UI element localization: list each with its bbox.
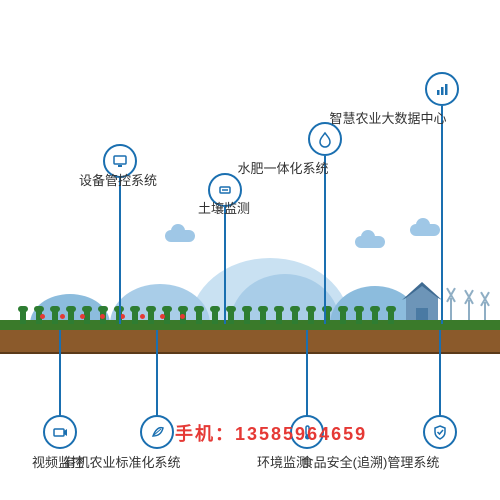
video-icon xyxy=(43,415,77,449)
connector-line xyxy=(156,330,158,418)
foodsafe-label: 食品安全(追溯)管理系统 xyxy=(301,452,440,471)
flower xyxy=(100,314,105,319)
flower xyxy=(60,314,65,319)
bigdata-icon xyxy=(425,72,459,106)
flower xyxy=(80,314,85,319)
foodsafe-icon xyxy=(423,415,457,449)
organic-label: 有机农业标准化系统 xyxy=(63,452,180,471)
equipment-label: 设备管控系统 xyxy=(79,170,157,189)
cloud xyxy=(355,236,385,248)
fertigation-label: 水肥一体化系统 xyxy=(237,158,328,177)
connector-line xyxy=(441,106,443,324)
connector-line xyxy=(119,178,121,324)
soil-label: 土壤监测 xyxy=(198,198,250,217)
flower xyxy=(140,314,145,319)
cloud xyxy=(410,224,440,236)
connector-line xyxy=(224,207,226,324)
flower xyxy=(180,314,185,319)
connector-line xyxy=(59,330,61,418)
phone-label: 手机： xyxy=(175,424,235,444)
connector-line xyxy=(306,330,308,418)
fertigation-icon xyxy=(308,122,342,156)
organic-icon xyxy=(140,415,174,449)
phone-number: 13585964659 xyxy=(235,424,367,444)
connector-line xyxy=(439,330,441,418)
phone-overlay: 手机：13585964659 xyxy=(175,420,367,446)
flower xyxy=(160,314,165,319)
soil-divider xyxy=(0,352,500,354)
flower xyxy=(40,314,45,319)
soil-layer xyxy=(0,330,500,352)
bigdata-label: 智慧农业大数据中心 xyxy=(329,108,446,127)
cloud xyxy=(165,230,195,242)
connector-line xyxy=(324,156,326,324)
